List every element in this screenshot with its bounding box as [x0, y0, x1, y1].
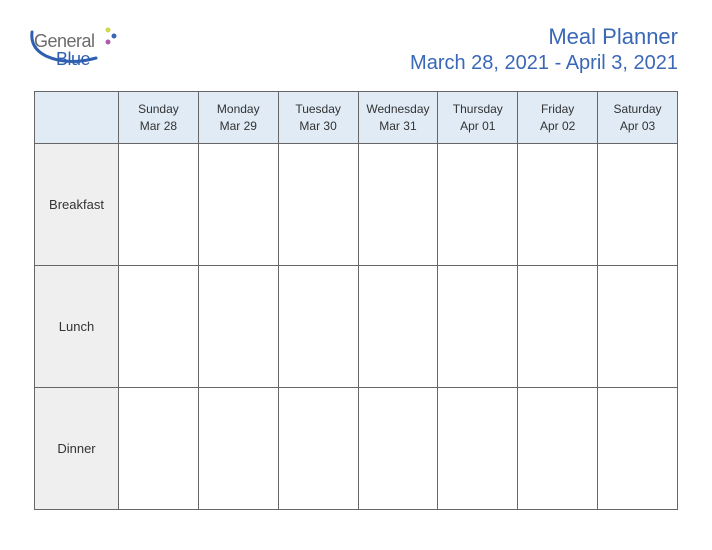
meal-label: Dinner: [35, 388, 119, 510]
day-header: TuesdayMar 30: [278, 92, 358, 144]
meal-cell[interactable]: [358, 144, 438, 266]
day-name: Sunday: [121, 101, 196, 117]
logo: General Blue: [34, 24, 95, 68]
meal-cell[interactable]: [119, 144, 199, 266]
meal-cell[interactable]: [518, 266, 598, 388]
corner-cell: [35, 92, 119, 144]
day-header: WednesdayMar 31: [358, 92, 438, 144]
day-date: Mar 28: [121, 118, 196, 134]
meal-row: Dinner: [35, 388, 678, 510]
day-date: Apr 02: [520, 118, 595, 134]
day-name: Friday: [520, 101, 595, 117]
meal-planner-table: SundayMar 28MondayMar 29TuesdayMar 30Wed…: [34, 91, 678, 510]
day-date: Mar 31: [361, 118, 436, 134]
meal-cell[interactable]: [598, 266, 678, 388]
date-range: March 28, 2021 - April 3, 2021: [410, 52, 678, 75]
day-header: SundayMar 28: [119, 92, 199, 144]
title-block: Meal Planner March 28, 2021 - April 3, 2…: [410, 24, 678, 75]
meal-cell[interactable]: [119, 266, 199, 388]
day-date: Apr 03: [600, 118, 675, 134]
day-name: Wednesday: [361, 101, 436, 117]
day-name: Tuesday: [281, 101, 356, 117]
meal-cell[interactable]: [438, 266, 518, 388]
meal-label: Breakfast: [35, 144, 119, 266]
meal-row: Lunch: [35, 266, 678, 388]
day-name: Monday: [201, 101, 276, 117]
meal-cell[interactable]: [278, 266, 358, 388]
meal-cell[interactable]: [278, 144, 358, 266]
meal-cell[interactable]: [598, 388, 678, 510]
day-header: ThursdayApr 01: [438, 92, 518, 144]
meal-cell[interactable]: [358, 388, 438, 510]
meal-label: Lunch: [35, 266, 119, 388]
page-title: Meal Planner: [410, 24, 678, 50]
meal-cell[interactable]: [198, 266, 278, 388]
meal-cell[interactable]: [518, 388, 598, 510]
header: General Blue Meal Planner March 28, 2021…: [34, 24, 678, 75]
day-date: Mar 29: [201, 118, 276, 134]
meal-row: Breakfast: [35, 144, 678, 266]
day-date: Apr 01: [440, 118, 515, 134]
day-name: Saturday: [600, 101, 675, 117]
meal-cell[interactable]: [438, 144, 518, 266]
day-header: MondayMar 29: [198, 92, 278, 144]
logo-swoosh-icon: [28, 26, 120, 68]
day-name: Thursday: [440, 101, 515, 117]
day-header: SaturdayApr 03: [598, 92, 678, 144]
meal-cell[interactable]: [518, 144, 598, 266]
day-date: Mar 30: [281, 118, 356, 134]
meal-cell[interactable]: [278, 388, 358, 510]
meal-cell[interactable]: [198, 388, 278, 510]
meal-cell[interactable]: [119, 388, 199, 510]
meal-cell[interactable]: [198, 144, 278, 266]
meal-cell[interactable]: [598, 144, 678, 266]
meal-cell[interactable]: [438, 388, 518, 510]
day-header: FridayApr 02: [518, 92, 598, 144]
meal-cell[interactable]: [358, 266, 438, 388]
